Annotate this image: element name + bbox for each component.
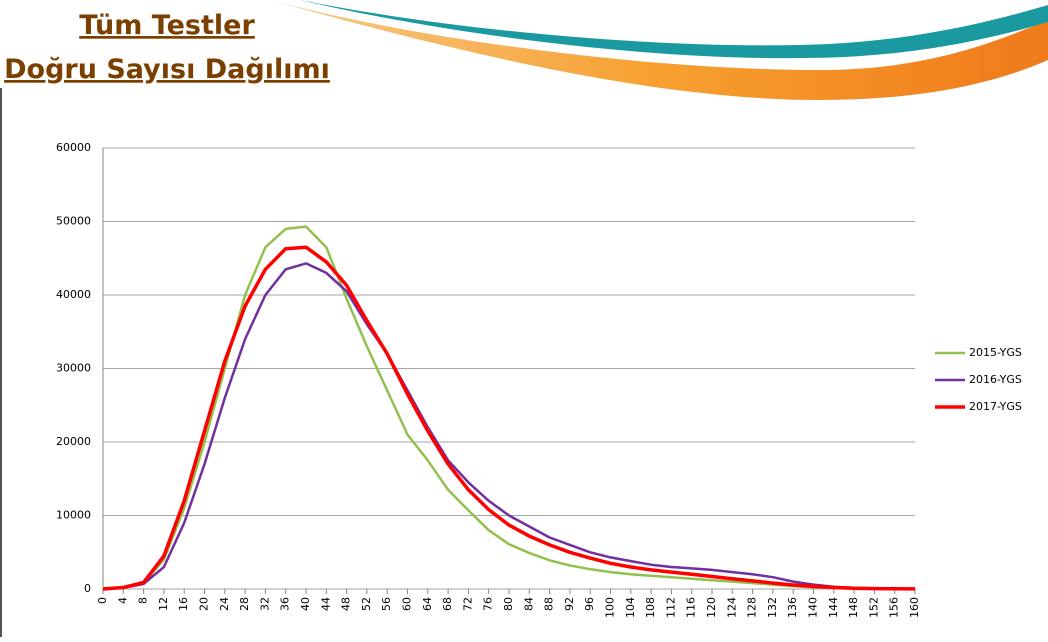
legend-label: 2016-YGS [969, 373, 1022, 386]
x-tick-label: 12 [157, 597, 170, 611]
x-tick-label: 28 [238, 597, 251, 611]
x-tick-label: 4 [116, 597, 129, 604]
x-tick-label: 108 [644, 597, 657, 618]
x-tick-label: 116 [685, 597, 698, 618]
decor-swoosh [300, 0, 1048, 59]
x-tick-label: 104 [624, 597, 637, 618]
x-tick-label: 156 [888, 597, 901, 618]
legend-label: 2015-YGS [969, 346, 1022, 359]
y-tick-label: 20000 [56, 435, 91, 448]
x-tick-label: 84 [522, 597, 535, 611]
x-tick-label: 44 [319, 597, 332, 611]
x-tick-label: 96 [583, 597, 596, 611]
x-tick-label: 148 [847, 597, 860, 618]
y-tick-label: 40000 [56, 288, 91, 301]
x-tick-label: 124 [725, 597, 738, 618]
series-line [102, 245, 916, 591]
x-tick-label: 112 [664, 597, 677, 618]
x-tick-label: 120 [705, 597, 718, 618]
x-tick-label: 132 [766, 597, 779, 618]
x-tick-label: 76 [482, 597, 495, 611]
x-tick-label: 64 [421, 597, 434, 611]
x-tick-label: 40 [299, 597, 312, 611]
x-tick-label: 72 [461, 597, 474, 611]
x-tick-label: 144 [827, 597, 840, 618]
x-tick-label: 68 [441, 597, 454, 611]
x-tick-label: 152 [867, 597, 880, 618]
x-tick-label: 0 [96, 597, 109, 604]
slide-title: Tüm Testler [79, 10, 255, 41]
x-tick-label: 16 [177, 597, 190, 611]
x-tick-label: 8 [137, 597, 150, 604]
decor-swoosh [270, 0, 1048, 100]
x-tick-label: 92 [563, 597, 576, 611]
legend-label: 2017-YGS [969, 400, 1022, 413]
y-tick-label: 30000 [56, 362, 91, 375]
x-tick-label: 80 [502, 597, 515, 611]
series-line [102, 262, 916, 591]
x-tick-label: 52 [360, 597, 373, 611]
x-tick-label: 88 [543, 597, 556, 611]
x-tick-label: 136 [786, 597, 799, 618]
y-tick-label: 0 [84, 582, 91, 595]
x-tick-label: 100 [604, 597, 617, 618]
x-tick-label: 60 [401, 597, 414, 611]
x-tick-label: 128 [746, 597, 759, 618]
slide-subtitle: Doğru Sayısı Dağılımı [4, 54, 330, 85]
x-tick-label: 48 [340, 597, 353, 611]
x-tick-label: 36 [279, 597, 292, 611]
y-tick-label: 60000 [56, 141, 91, 154]
x-tick-label: 24 [218, 597, 231, 611]
x-tick-label: 56 [380, 597, 393, 611]
series-line [102, 225, 915, 591]
y-tick-label: 50000 [56, 215, 91, 228]
x-tick-label: 160 [908, 597, 921, 618]
y-tick-label: 10000 [56, 509, 91, 522]
x-tick-label: 32 [258, 597, 271, 611]
x-tick-label: 140 [807, 597, 820, 618]
x-tick-label: 20 [198, 597, 211, 611]
